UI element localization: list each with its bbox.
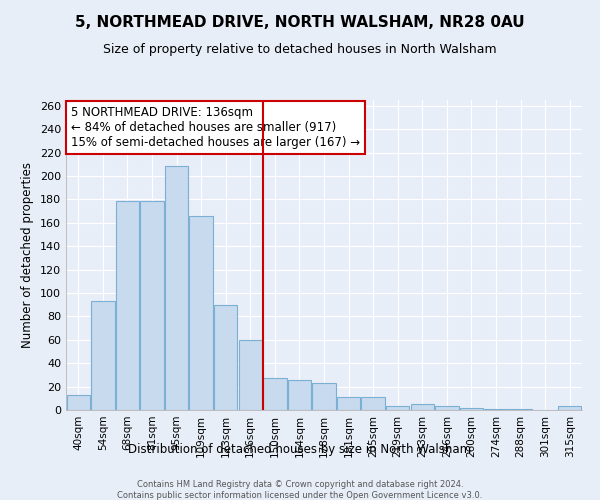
Bar <box>91 301 115 410</box>
Text: 5 NORTHMEAD DRIVE: 136sqm
← 84% of detached houses are smaller (917)
15% of semi: 5 NORTHMEAD DRIVE: 136sqm ← 84% of detac… <box>71 106 360 149</box>
Bar <box>67 395 90 410</box>
Bar <box>410 404 434 410</box>
Bar <box>386 406 409 410</box>
Bar <box>484 409 508 410</box>
Bar <box>313 383 335 410</box>
Bar <box>140 200 164 410</box>
Bar <box>435 406 458 410</box>
Y-axis label: Number of detached properties: Number of detached properties <box>22 162 34 348</box>
Bar <box>214 304 238 410</box>
Bar <box>288 380 311 410</box>
Bar <box>165 166 188 410</box>
Bar <box>116 200 139 410</box>
Text: Distribution of detached houses by size in North Walsham: Distribution of detached houses by size … <box>128 442 472 456</box>
Bar <box>239 340 262 410</box>
Bar <box>263 378 287 410</box>
Bar <box>509 409 532 410</box>
Text: Size of property relative to detached houses in North Walsham: Size of property relative to detached ho… <box>103 42 497 56</box>
Bar <box>190 216 213 410</box>
Bar <box>337 397 360 410</box>
Text: 5, NORTHMEAD DRIVE, NORTH WALSHAM, NR28 0AU: 5, NORTHMEAD DRIVE, NORTH WALSHAM, NR28 … <box>75 15 525 30</box>
Bar <box>460 408 483 410</box>
Text: Contains HM Land Registry data © Crown copyright and database right 2024.: Contains HM Land Registry data © Crown c… <box>137 480 463 489</box>
Text: Contains public sector information licensed under the Open Government Licence v3: Contains public sector information licen… <box>118 491 482 500</box>
Bar <box>361 397 385 410</box>
Bar <box>558 406 581 410</box>
